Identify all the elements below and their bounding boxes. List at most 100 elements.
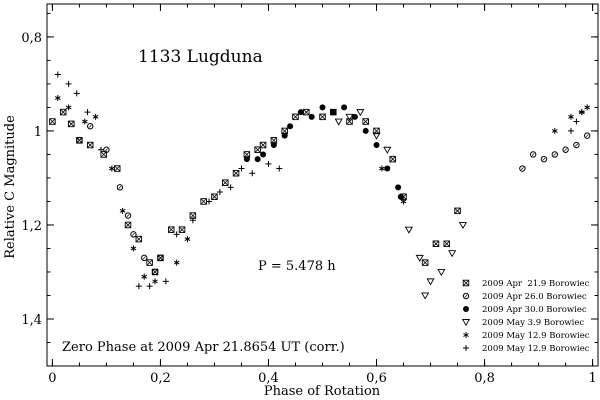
marker-cross [362, 118, 369, 125]
marker-box [292, 113, 299, 121]
marker-triangle [458, 222, 468, 230]
data-point [373, 142, 380, 149]
x-tick-label: 1 [588, 371, 596, 386]
x-tick-label: 0,6 [366, 371, 387, 386]
marker-dot [243, 156, 250, 163]
data-point [65, 80, 72, 87]
data-point [319, 113, 326, 121]
data-point [59, 108, 67, 116]
data-point [432, 240, 440, 248]
marker-cross [146, 259, 153, 266]
data-point [454, 207, 461, 215]
marker-cross [114, 165, 121, 172]
data-point [583, 132, 591, 139]
marker-asterisk [81, 118, 88, 125]
series-0 [49, 108, 461, 276]
data-point [319, 104, 326, 111]
marker-triangle [461, 319, 471, 327]
data-point [426, 278, 435, 286]
data-point [584, 104, 591, 111]
marker-slash [118, 185, 122, 189]
marker-cross [432, 240, 440, 247]
marker-box [319, 113, 326, 121]
marker-box [432, 240, 440, 248]
data-point [270, 142, 277, 149]
data-point [162, 278, 169, 285]
series-1 [76, 123, 591, 276]
marker-cross [200, 198, 207, 205]
marker-slash [158, 256, 162, 260]
marker-box [254, 146, 261, 153]
axes: 0 0,2 0,4 0,6 0,8 1 0,8 1 1,2 1,4 [21, 3, 599, 386]
marker-box [232, 169, 240, 177]
series-2 [243, 104, 404, 200]
marker-slash [585, 134, 589, 138]
marker-plus [84, 109, 91, 116]
data-point [448, 250, 457, 258]
marker-dot [384, 165, 391, 172]
legend-label: 2009 Apr 26.0 Borowiec [482, 292, 587, 302]
marker-triangle [345, 113, 354, 121]
data-point [178, 226, 186, 233]
marker-box [135, 235, 143, 243]
marker-ring [116, 184, 124, 191]
chart-labels: 1133 Lugduna P = 5.478 h Zero Phase at 2… [3, 47, 381, 399]
data-point [151, 268, 159, 276]
data-point [356, 109, 365, 117]
data-point [259, 141, 267, 149]
data-point [135, 235, 143, 243]
data-point [49, 118, 56, 125]
marker-cross [462, 279, 470, 287]
marker-ring [519, 165, 526, 172]
data-point [141, 254, 148, 262]
marker-box [59, 108, 67, 116]
marker-asterisk [92, 113, 99, 120]
marker-plus [227, 184, 234, 191]
data-point [362, 118, 369, 125]
marker-dot [319, 104, 326, 111]
data-point [65, 104, 72, 111]
y-tick-label: 0,8 [21, 31, 42, 46]
series-5 [54, 71, 585, 290]
marker-cross [168, 226, 175, 233]
marker-triangle [372, 132, 381, 140]
marker-cross [232, 170, 240, 177]
marker-triangle [415, 254, 424, 262]
marker-cross [211, 193, 218, 200]
data-point [276, 165, 283, 172]
marker-box [421, 259, 429, 266]
marker-slash [520, 167, 524, 170]
series-3 [334, 109, 468, 300]
marker-cross [422, 259, 429, 266]
data-point [232, 169, 240, 177]
data-point [330, 109, 337, 116]
data-point [415, 254, 424, 262]
marker-dot [395, 184, 402, 191]
data-point [130, 231, 137, 238]
data-point [249, 170, 256, 177]
marker-slash [542, 157, 546, 161]
data-point [421, 292, 430, 300]
marker-triangle [404, 226, 414, 234]
marker-cross [443, 240, 450, 247]
marker-dot [362, 127, 369, 134]
marker-asterisk [108, 165, 115, 172]
legend-marker [463, 345, 469, 351]
legend-label: 2009 May 12.9 Borowiec [482, 344, 590, 354]
legend-label: 2009 May 3.9 Borowiec [482, 318, 584, 328]
data-point [68, 120, 75, 128]
marker-box [167, 226, 175, 233]
y-axis-title: Relative C Magnitude [3, 115, 18, 259]
data-point [206, 198, 213, 205]
data-point [458, 222, 468, 230]
data-point [124, 221, 132, 229]
marker-cross [189, 212, 196, 219]
marker-plus [216, 189, 223, 196]
data-point [152, 278, 158, 285]
marker-plus [249, 170, 256, 177]
marker-slash [131, 232, 135, 236]
marker-ring [151, 268, 159, 276]
data-point [362, 127, 369, 134]
data-point [81, 118, 88, 125]
